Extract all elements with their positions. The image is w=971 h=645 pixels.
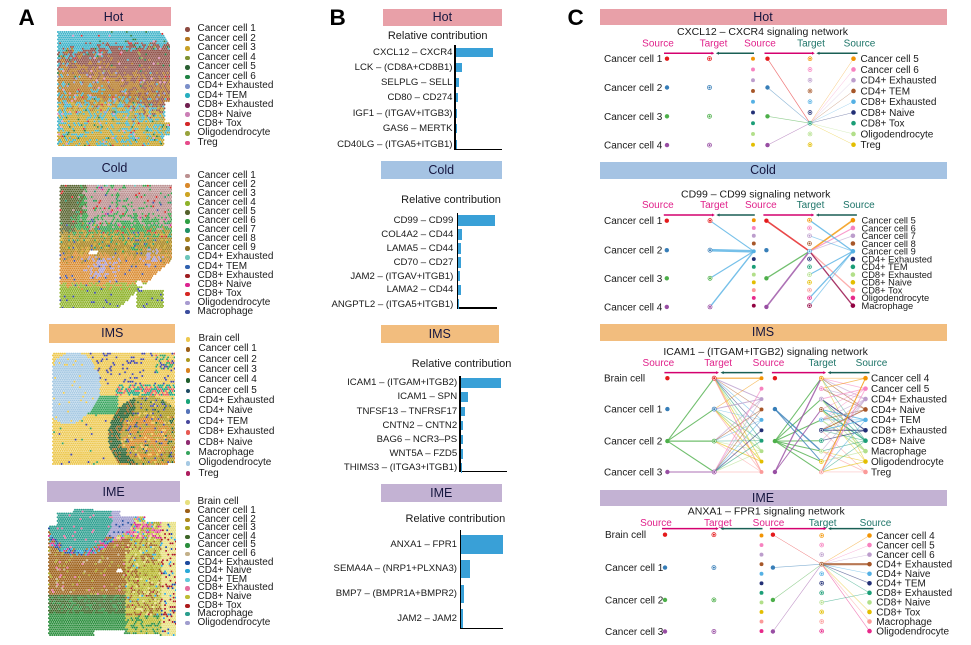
svg-text:Target: Target bbox=[700, 39, 728, 50]
svg-text:Macrophage: Macrophage bbox=[876, 617, 932, 628]
svg-text:Source: Source bbox=[745, 200, 777, 211]
svg-text:Cancer cell 1: Cancer cell 1 bbox=[604, 216, 663, 227]
svg-text:CD8+ Exhausted: CD8+ Exhausted bbox=[876, 588, 952, 599]
svg-text:Macrophage: Macrophage bbox=[871, 446, 927, 457]
svg-text:Oligodendrocyte: Oligodendrocyte bbox=[862, 293, 930, 303]
svg-text:Treg: Treg bbox=[871, 467, 891, 478]
svg-text:Cancer cell 1: Cancer cell 1 bbox=[604, 54, 663, 65]
svg-text:Target: Target bbox=[809, 518, 837, 529]
svg-text:Cancer cell 3: Cancer cell 3 bbox=[604, 274, 663, 285]
svg-text:CD8+ Tox: CD8+ Tox bbox=[861, 119, 905, 130]
svg-text:Source: Source bbox=[860, 518, 892, 529]
svg-text:Source: Source bbox=[753, 358, 785, 369]
svg-text:CD4+ TEM: CD4+ TEM bbox=[876, 579, 926, 590]
svg-text:ANXA1 – FPR1 signaling network: ANXA1 – FPR1 signaling network bbox=[688, 505, 846, 517]
svg-text:Cancer cell 3: Cancer cell 3 bbox=[604, 468, 663, 479]
svg-text:Source: Source bbox=[642, 39, 674, 50]
svg-text:Cancer cell 6: Cancer cell 6 bbox=[861, 65, 920, 76]
svg-text:Brain cell: Brain cell bbox=[604, 374, 645, 385]
svg-text:CD8+ Exhausted: CD8+ Exhausted bbox=[862, 270, 933, 280]
svg-text:Cancer cell 4: Cancer cell 4 bbox=[604, 302, 663, 313]
svg-text:Target: Target bbox=[808, 358, 836, 369]
svg-text:CD4+ Naive: CD4+ Naive bbox=[876, 569, 931, 580]
svg-text:CD8+ Exhausted: CD8+ Exhausted bbox=[861, 97, 937, 108]
svg-text:CD4+ TEM: CD4+ TEM bbox=[862, 262, 908, 272]
svg-text:Cancer cell 6: Cancer cell 6 bbox=[862, 223, 916, 233]
svg-text:Source: Source bbox=[640, 518, 672, 529]
svg-text:CD8+ Naive: CD8+ Naive bbox=[862, 278, 912, 288]
svg-text:Cancer cell 2: Cancer cell 2 bbox=[605, 595, 664, 606]
svg-text:Cancer cell 3: Cancer cell 3 bbox=[604, 112, 663, 123]
svg-text:Source: Source bbox=[843, 200, 875, 211]
svg-text:CXCL12 – CXCR4 signaling netwo: CXCL12 – CXCR4 signaling network bbox=[677, 26, 849, 38]
svg-text:CD4+ Exhausted: CD4+ Exhausted bbox=[876, 559, 952, 570]
svg-text:Cancer cell 8: Cancer cell 8 bbox=[862, 239, 916, 249]
svg-text:CD8+ Naive: CD8+ Naive bbox=[861, 108, 916, 119]
svg-text:Source: Source bbox=[856, 358, 888, 369]
svg-text:Target: Target bbox=[704, 358, 732, 369]
svg-text:CD8+ Exhausted: CD8+ Exhausted bbox=[871, 426, 947, 437]
svg-text:Brain cell: Brain cell bbox=[605, 530, 646, 541]
svg-text:Treg: Treg bbox=[861, 140, 881, 151]
svg-text:Cancer cell 5: Cancer cell 5 bbox=[876, 540, 935, 551]
svg-text:Cancer cell 1: Cancer cell 1 bbox=[605, 563, 664, 574]
svg-text:Cancer cell 4: Cancer cell 4 bbox=[871, 374, 930, 385]
svg-text:CD4+ Exhausted: CD4+ Exhausted bbox=[862, 254, 933, 264]
svg-text:CD4+ TEM: CD4+ TEM bbox=[871, 415, 921, 426]
svg-text:CD8+ Tox: CD8+ Tox bbox=[862, 285, 903, 295]
svg-text:Target: Target bbox=[797, 200, 825, 211]
svg-text:CD8+ Tox: CD8+ Tox bbox=[876, 607, 920, 618]
svg-text:CD99 – CD99 signaling network: CD99 – CD99 signaling network bbox=[681, 188, 831, 200]
svg-text:Macrophage: Macrophage bbox=[862, 301, 914, 311]
svg-text:Source: Source bbox=[844, 39, 876, 50]
svg-text:Cancer cell 5: Cancer cell 5 bbox=[862, 216, 916, 226]
svg-text:Source: Source bbox=[753, 518, 785, 529]
svg-text:Source: Source bbox=[642, 200, 674, 211]
svg-text:CD4+ Exhausted: CD4+ Exhausted bbox=[871, 394, 947, 405]
svg-text:Source: Source bbox=[643, 358, 675, 369]
svg-text:CD8+ Naive: CD8+ Naive bbox=[871, 436, 926, 447]
svg-text:CD4+ TEM: CD4+ TEM bbox=[861, 86, 911, 97]
svg-text:Cancer cell 3: Cancer cell 3 bbox=[605, 627, 664, 638]
svg-text:Oligodendrocyte: Oligodendrocyte bbox=[871, 457, 944, 468]
svg-text:CD4+ Exhausted: CD4+ Exhausted bbox=[861, 76, 937, 87]
svg-text:Cancer cell 4: Cancer cell 4 bbox=[876, 531, 935, 542]
svg-text:Cancer cell 5: Cancer cell 5 bbox=[871, 384, 930, 395]
svg-text:ICAM1 – (ITGAM+ITGB2) signalin: ICAM1 – (ITGAM+ITGB2) signaling network bbox=[663, 346, 868, 358]
svg-text:Cancer cell 2: Cancer cell 2 bbox=[604, 246, 663, 257]
svg-text:Target: Target bbox=[704, 518, 732, 529]
svg-text:Cancer cell 2: Cancer cell 2 bbox=[604, 437, 663, 448]
svg-text:Cancer cell 1: Cancer cell 1 bbox=[604, 405, 663, 416]
svg-text:Cancer cell 2: Cancer cell 2 bbox=[604, 83, 663, 94]
svg-text:Cancer cell 7: Cancer cell 7 bbox=[862, 231, 916, 241]
svg-text:Target: Target bbox=[700, 200, 728, 211]
svg-text:Cancer cell 4: Cancer cell 4 bbox=[604, 141, 663, 152]
svg-text:CD4+ Naive: CD4+ Naive bbox=[871, 405, 926, 416]
svg-text:Target: Target bbox=[797, 39, 825, 50]
svg-text:Oligodendrocyte: Oligodendrocyte bbox=[876, 626, 949, 637]
svg-text:Cancer cell 6: Cancer cell 6 bbox=[876, 550, 935, 561]
svg-text:Cancer cell 5: Cancer cell 5 bbox=[861, 54, 920, 65]
svg-text:Cancer cell 9: Cancer cell 9 bbox=[862, 247, 916, 257]
svg-text:Oligodendrocyte: Oligodendrocyte bbox=[861, 129, 934, 140]
svg-text:Source: Source bbox=[744, 39, 776, 50]
svg-text:CD8+ Naive: CD8+ Naive bbox=[876, 598, 931, 609]
